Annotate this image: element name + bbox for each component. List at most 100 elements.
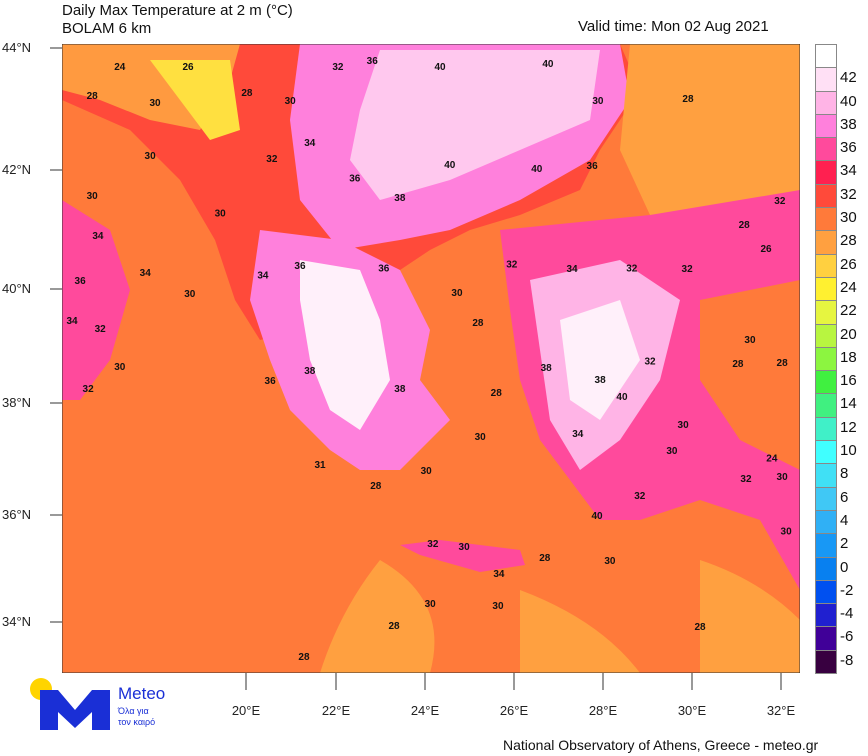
- temperature-value-label: 36: [75, 276, 87, 287]
- temperature-value-label: 34: [66, 316, 78, 327]
- temperature-value-label: 30: [149, 98, 161, 109]
- colorbar-label: 40: [840, 92, 857, 110]
- temperature-value-label: 40: [434, 62, 446, 73]
- colorbar-label: 2: [840, 535, 849, 553]
- colorbar-swatch: [815, 603, 837, 628]
- lon-tick-label: 28°E: [588, 703, 618, 718]
- temperature-value-label: 38: [394, 384, 406, 395]
- lat-tick-label: 38°N: [2, 395, 32, 410]
- colorbar-swatch: [815, 90, 837, 115]
- cooler-sea-region: [320, 560, 800, 673]
- temperature-value-label: 32: [332, 62, 344, 73]
- temperature-value-label: 24: [766, 453, 778, 464]
- colorbar-swatch: [815, 137, 837, 162]
- colorbar-swatch: [815, 346, 837, 372]
- temperature-value-label: 36: [587, 161, 599, 172]
- temperature-value-label: 26: [182, 62, 194, 73]
- lat-tick-label: 44°N: [2, 40, 32, 55]
- map-title: Daily Max Temperature at 2 m (°C): [62, 2, 293, 19]
- temperature-value-label: 30: [592, 96, 604, 107]
- temperature-value-label: 30: [114, 362, 126, 373]
- colorbar-label: 22: [840, 302, 857, 320]
- lon-tick-label: 26°E: [499, 703, 529, 718]
- colorbar-swatch: [815, 556, 837, 581]
- lat-tick-label: 34°N: [2, 614, 32, 629]
- anatolia-hottest-area: [560, 300, 640, 420]
- logo-tagline: Όλα για: [118, 706, 149, 716]
- colorbar-label: 20: [840, 325, 857, 343]
- colorbar-swatch: [815, 626, 837, 651]
- crete-island: [400, 540, 525, 572]
- colorbar-swatch: [815, 113, 837, 139]
- colorbar-label: 16: [840, 372, 857, 390]
- lat-tick-label: 40°N: [2, 281, 32, 296]
- temperature-value-label: 30: [459, 542, 471, 553]
- temperature-value-label: 30: [777, 472, 789, 483]
- temperature-value-label: 36: [294, 261, 306, 272]
- colorbar-label: 8: [840, 465, 849, 483]
- temperature-value-label: 28: [739, 220, 751, 231]
- temperature-value-label: 28: [87, 91, 99, 102]
- temperature-value-label: 26: [760, 244, 772, 255]
- temperature-value-label: 30: [285, 96, 297, 107]
- temperature-value-label: 28: [682, 94, 694, 105]
- lon-tick-label: 20°E: [231, 703, 261, 718]
- colorbar-label: 6: [840, 488, 849, 506]
- colorbar-label: -8: [840, 651, 854, 669]
- temperature-value-label: 34: [493, 569, 505, 580]
- temperature-value-label: 32: [626, 263, 638, 274]
- colorbar-swatch: [815, 649, 837, 674]
- temperature-value-label: 36: [265, 376, 277, 387]
- colorbar-label: 14: [840, 395, 857, 413]
- colorbar-label: 18: [840, 348, 857, 366]
- colorbar-swatch: [815, 370, 837, 395]
- temperature-value-label: 28: [389, 621, 401, 632]
- temperature-value-label: 30: [451, 288, 463, 299]
- temperature-value-label: 30: [604, 556, 616, 567]
- model-name: BOLAM 6 km: [62, 20, 152, 37]
- logo-name: Meteo: [118, 684, 166, 703]
- hottest-inland-area: [350, 50, 600, 200]
- temperature-value-label: 24: [114, 62, 126, 73]
- m-logo-icon: [40, 690, 110, 730]
- temperature-value-label: 38: [541, 363, 553, 374]
- colorbar-swatch: [815, 440, 837, 465]
- temperature-value-label: 28: [732, 359, 744, 370]
- temperature-value-label: 32: [427, 539, 439, 550]
- temperature-value-label: 28: [777, 358, 789, 369]
- colorbar-swatch: [815, 160, 837, 185]
- temperature-value-label: 36: [378, 263, 390, 274]
- colorbar-label: 26: [840, 255, 857, 273]
- lon-tick-label: 32°E: [766, 703, 796, 718]
- colorbar-label: 12: [840, 418, 857, 436]
- colorbar-label: 4: [840, 511, 849, 529]
- axis-ticks: [50, 47, 782, 690]
- colorbar-label: -2: [840, 581, 854, 599]
- lon-tick-label: 30°E: [677, 703, 707, 718]
- temperature-value-label: 30: [744, 335, 756, 346]
- temperature-value-label: 30: [87, 191, 99, 202]
- temperature-value-label: 30: [666, 446, 678, 457]
- italy-land: [62, 200, 130, 400]
- temperature-value-label: 36: [349, 174, 361, 185]
- lat-tick-label: 36°N: [2, 507, 32, 522]
- temperature-value-label: 28: [298, 652, 310, 663]
- colorbar-swatch: [815, 463, 837, 488]
- colorbar-swatch: [815, 300, 837, 325]
- temperature-value-label: 30: [184, 289, 196, 300]
- temperature-value-label: 28: [370, 481, 382, 492]
- temperature-labels: 24 26 28 30 28 30 32 36 40 40 30 28 30 30 32 34 36 40 40 36…: [66, 56, 792, 663]
- colorbar-swatch: [815, 533, 837, 558]
- colorbar-label: 34: [840, 162, 857, 180]
- lon-tick-label: 24°E: [410, 703, 440, 718]
- temperature-value-label: 30: [492, 601, 504, 612]
- colorbar-label: 38: [840, 115, 857, 133]
- colorbar-swatch: [815, 230, 837, 255]
- temperature-value-label: 30: [421, 466, 433, 477]
- temperature-value-label: 30: [425, 599, 437, 610]
- black-sea: [620, 44, 800, 220]
- temperature-value-label: 30: [781, 527, 793, 538]
- colorbar-label: -4: [840, 605, 854, 623]
- logo-tagline: τον καιρό: [118, 717, 156, 727]
